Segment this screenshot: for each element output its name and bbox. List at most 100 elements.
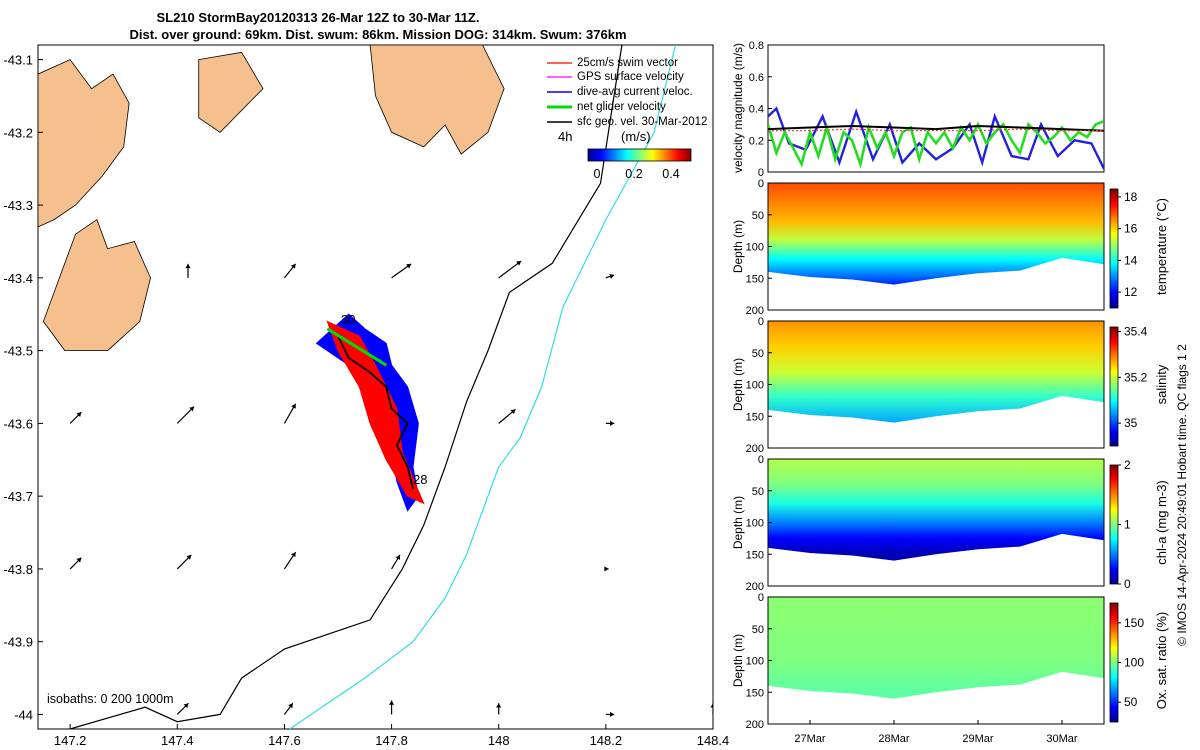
velocity-ytick-label: 0.4 — [749, 104, 764, 116]
section-colorbar-label: 2 — [1124, 458, 1131, 472]
map-tick-layer: 147.2 147.4 147.6 147.8 148 148.2 148.4 -43.1 -4… — [3, 53, 729, 748]
swim-vector-patch — [326, 320, 425, 505]
legend-swim-label: 25cm/s swim vector — [577, 57, 678, 69]
section-colorbar-label: 12 — [1124, 285, 1138, 299]
section-colorbar-label: 35 — [1124, 416, 1138, 430]
geo-velocity-arrowhead — [496, 703, 502, 708]
geo-velocity-arrowhead — [291, 403, 296, 409]
colorbar-tick-2: 0.4 — [662, 167, 679, 181]
map-xtick-label: 148 — [488, 733, 510, 748]
section-ytick-label: 100 — [746, 518, 764, 530]
velocity-ticks: 0 0.2 0.4 0.6 0.8 — [749, 40, 772, 179]
isobath-layer — [69, 45, 677, 729]
map-ytick-label: -43.9 — [3, 635, 33, 650]
section-colorbar-label: 0 — [1124, 577, 1131, 591]
title-line2: Dist. over ground: 69km. Dist. swum: 86k… — [129, 27, 626, 42]
geo-vector-layer — [69, 260, 713, 718]
geo-velocity-arrowhead — [712, 576, 713, 578]
section-ylabel: Depth (m) — [731, 358, 745, 411]
section-colorbar-label: 16 — [1124, 222, 1138, 236]
section-ytick-label: 200 — [746, 581, 764, 593]
section-ytick-label: 0 — [758, 178, 764, 190]
section-ytick-label: 50 — [752, 624, 764, 636]
geo-velocity-arrowhead — [406, 263, 412, 269]
map-ytick-label: -43.1 — [3, 53, 33, 68]
section-colorbar-label: 50 — [1124, 695, 1138, 709]
section-colorbar — [1109, 326, 1119, 447]
velocity-lines — [768, 106, 1104, 170]
section-ytick-label: 200 — [746, 719, 764, 731]
geo-velocity-arrowhead — [189, 406, 195, 412]
map-xtick-label: 147.8 — [375, 733, 408, 748]
geo-velocity-arrowhead — [710, 703, 713, 708]
map-ytick-label: -43.6 — [3, 416, 33, 431]
geo-velocity-arrowhead — [510, 409, 516, 415]
colorbar-interval-label: 4h — [558, 129, 572, 144]
section-ytick-label: 50 — [752, 210, 764, 222]
section-colorbar-title: chl-a (mg m-3) — [1154, 480, 1169, 565]
map-ytick-label: -43.3 — [3, 198, 33, 213]
geo-velocity-arrowhead — [609, 711, 615, 718]
section-panel-salinity: 0 50 100 150 200 Depth (m) 35 35.2 35.4 salinity — [731, 316, 1169, 455]
section-colorbar — [1109, 464, 1119, 585]
geo-velocity-arrowhead — [609, 420, 615, 426]
velocity-ytick-label: 0.8 — [749, 40, 764, 52]
section-panel-chl-a: 0 50 100 150 200 Depth (m) 0 1 2 chl-a (mg m-3) — [731, 454, 1169, 593]
section-panel-oxygen: 0 50 100 150 200 Depth (m) 50 100 150 Ox. sat. ra… — [731, 592, 1169, 745]
velocity-series-line — [768, 119, 1104, 169]
section-colorbar-label: 14 — [1124, 253, 1138, 267]
legend-net-label: net glider velocity — [577, 101, 666, 113]
geo-velocity-arrowhead — [185, 263, 191, 269]
section-ytick-label: 50 — [752, 486, 764, 498]
velocity-ytick-label: 0 — [758, 167, 764, 179]
section-colorbar-label: 35.2 — [1124, 370, 1148, 384]
day-label-30: 30 — [341, 312, 355, 327]
map-ytick-label: -43.4 — [3, 271, 33, 286]
isobath-legend: isobaths: 0 200 1000m — [47, 692, 173, 706]
map-ytick-label: -43.5 — [3, 344, 33, 359]
geo-velocity-arrowhead — [516, 261, 522, 266]
map-legend: 25cm/s swim vector GPS surface velocity … — [547, 57, 707, 128]
section-colorbar-title: temperature (°C) — [1154, 198, 1169, 295]
geo-velocity-arrowhead — [604, 566, 609, 572]
isobath-1000m — [289, 45, 677, 729]
glider-track — [337, 335, 414, 490]
velocity-series-line — [768, 128, 1104, 132]
map-ytick-label: -43.2 — [3, 125, 33, 140]
map-panel: 147.2 147.4 147.6 147.8 148 148.2 148.4 -43.1 -4… — [3, 44, 729, 748]
map-xtick-label: 148.2 — [590, 733, 623, 748]
section-xtick-label: 27Mar — [794, 733, 826, 745]
isobath-200m — [69, 45, 623, 729]
map-ytick-label: -44 — [14, 707, 33, 722]
map-colorbar — [587, 148, 692, 162]
section-colorbar — [1109, 602, 1119, 723]
section-colorbar — [1109, 188, 1119, 309]
section-ytick-label: 0 — [758, 592, 764, 604]
section-colorbar-title: salinity — [1154, 364, 1169, 404]
land-polygon — [198, 51, 264, 133]
net-velocity-arrow — [326, 327, 388, 367]
title-line1: SL210 StormBay20120313 26-Mar 12Z to 30-… — [156, 10, 479, 25]
geo-velocity-arrowhead — [712, 433, 713, 435]
map-ytick-label: -43.7 — [3, 489, 33, 504]
velocity-panel: 0 0.2 0.4 0.6 0.8 velocity magnitude (m/s) — [731, 40, 1105, 179]
map-ytick-label: -43.8 — [3, 562, 33, 577]
velocity-ytick-label: 0.2 — [749, 135, 764, 147]
section-ytick-label: 150 — [746, 687, 764, 699]
geo-velocity-arrowhead — [288, 703, 293, 709]
map-xtick-label: 147.4 — [161, 733, 194, 748]
legend-diveavg-label: dive-avg current veloc. — [577, 86, 693, 98]
section-ytick-label: 150 — [746, 549, 764, 561]
land-polygon — [38, 59, 130, 228]
geo-velocity-arrowhead — [291, 552, 296, 558]
section-ytick-label: 100 — [746, 656, 764, 668]
section-ytick-label: 200 — [746, 305, 764, 317]
colorbar-tick-0: 0 — [594, 167, 601, 181]
geo-velocity-arrowhead — [712, 285, 713, 287]
section-ytick-label: 150 — [746, 273, 764, 285]
legend-geo-label: sfc geo. vel. 30-Mar-2012 — [577, 116, 707, 128]
credit-text: © IMOS 14-Apr-2024 20:49:01 Hobart time.… — [1175, 344, 1189, 646]
section-xtick-label: 29Mar — [962, 733, 994, 745]
velocity-frame — [767, 44, 1105, 173]
